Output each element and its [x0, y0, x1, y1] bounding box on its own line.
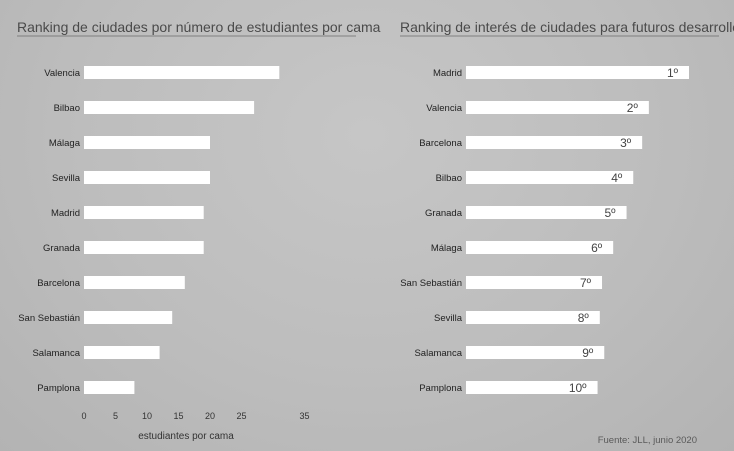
right-rank-label: 4º	[611, 171, 623, 185]
right-bar	[466, 241, 614, 254]
left-x-tick-label: 20	[205, 411, 215, 421]
right-bar	[466, 171, 634, 184]
right-category-label: Pamplona	[419, 383, 462, 394]
right-rank-label: 2º	[627, 101, 639, 115]
left-x-tick-label: 0	[81, 411, 86, 421]
source-note: Fuente: JLL, junio 2020	[598, 435, 697, 446]
right-chart-title: Ranking de interés de ciudades para futu…	[400, 19, 734, 35]
right-bar	[466, 206, 627, 219]
right-rank-label: 10º	[569, 381, 587, 395]
right-category-label: Valencia	[426, 103, 462, 114]
left-bar	[84, 171, 210, 184]
left-bar	[84, 66, 280, 79]
left-bar	[84, 101, 255, 114]
left-category-label: Sevilla	[52, 173, 81, 184]
right-rank-label: 7º	[580, 276, 592, 290]
left-category-label: Valencia	[44, 68, 80, 79]
right-bar	[466, 101, 649, 114]
left-bar	[84, 206, 204, 219]
left-x-axis-label: estudiantes por cama	[138, 431, 234, 442]
right-category-label: Sevilla	[434, 313, 463, 324]
right-rank-label: 5º	[604, 206, 616, 220]
left-category-label: Málaga	[49, 138, 81, 149]
left-x-tick-label: 15	[173, 411, 183, 421]
right-rank-label: 9º	[582, 346, 594, 360]
left-chart: Ranking de ciudades por número de estudi…	[17, 19, 381, 442]
right-bar	[466, 66, 689, 79]
left-category-label: Pamplona	[37, 383, 80, 394]
left-category-label: Bilbao	[54, 103, 80, 114]
right-bar	[466, 311, 600, 324]
left-bar	[84, 276, 185, 289]
right-rank-label: 1º	[667, 66, 679, 80]
right-rank-label: 3º	[620, 136, 632, 150]
left-x-tick-label: 25	[236, 411, 246, 421]
left-category-label: San Sebastián	[18, 313, 80, 324]
left-x-tick-label: 10	[142, 411, 152, 421]
right-category-label: San Sebastián	[400, 278, 462, 289]
left-category-label: Madrid	[51, 208, 80, 219]
right-rank-label: 8º	[578, 311, 590, 325]
right-category-label: Barcelona	[419, 138, 462, 149]
right-bar	[466, 346, 605, 359]
left-category-label: Barcelona	[37, 278, 80, 289]
right-category-label: Salamanca	[414, 348, 462, 359]
right-category-label: Granada	[425, 208, 463, 219]
left-x-tick-label: 5	[113, 411, 118, 421]
left-chart-title: Ranking de ciudades por número de estudi…	[17, 19, 381, 35]
left-bar	[84, 346, 160, 359]
left-bar	[84, 381, 135, 394]
right-bar	[466, 136, 643, 149]
left-x-tick-label: 35	[299, 411, 309, 421]
right-category-label: Madrid	[433, 68, 462, 79]
left-category-label: Salamanca	[32, 348, 80, 359]
right-category-label: Bilbao	[436, 173, 462, 184]
left-category-label: Granada	[43, 243, 81, 254]
left-bar	[84, 136, 210, 149]
right-bar	[466, 381, 598, 394]
left-bar	[84, 241, 204, 254]
left-bar	[84, 311, 173, 324]
right-bar	[466, 276, 603, 289]
right-category-label: Málaga	[431, 243, 463, 254]
right-chart: Ranking de interés de ciudades para futu…	[400, 19, 734, 395]
right-rank-label: 6º	[591, 241, 603, 255]
